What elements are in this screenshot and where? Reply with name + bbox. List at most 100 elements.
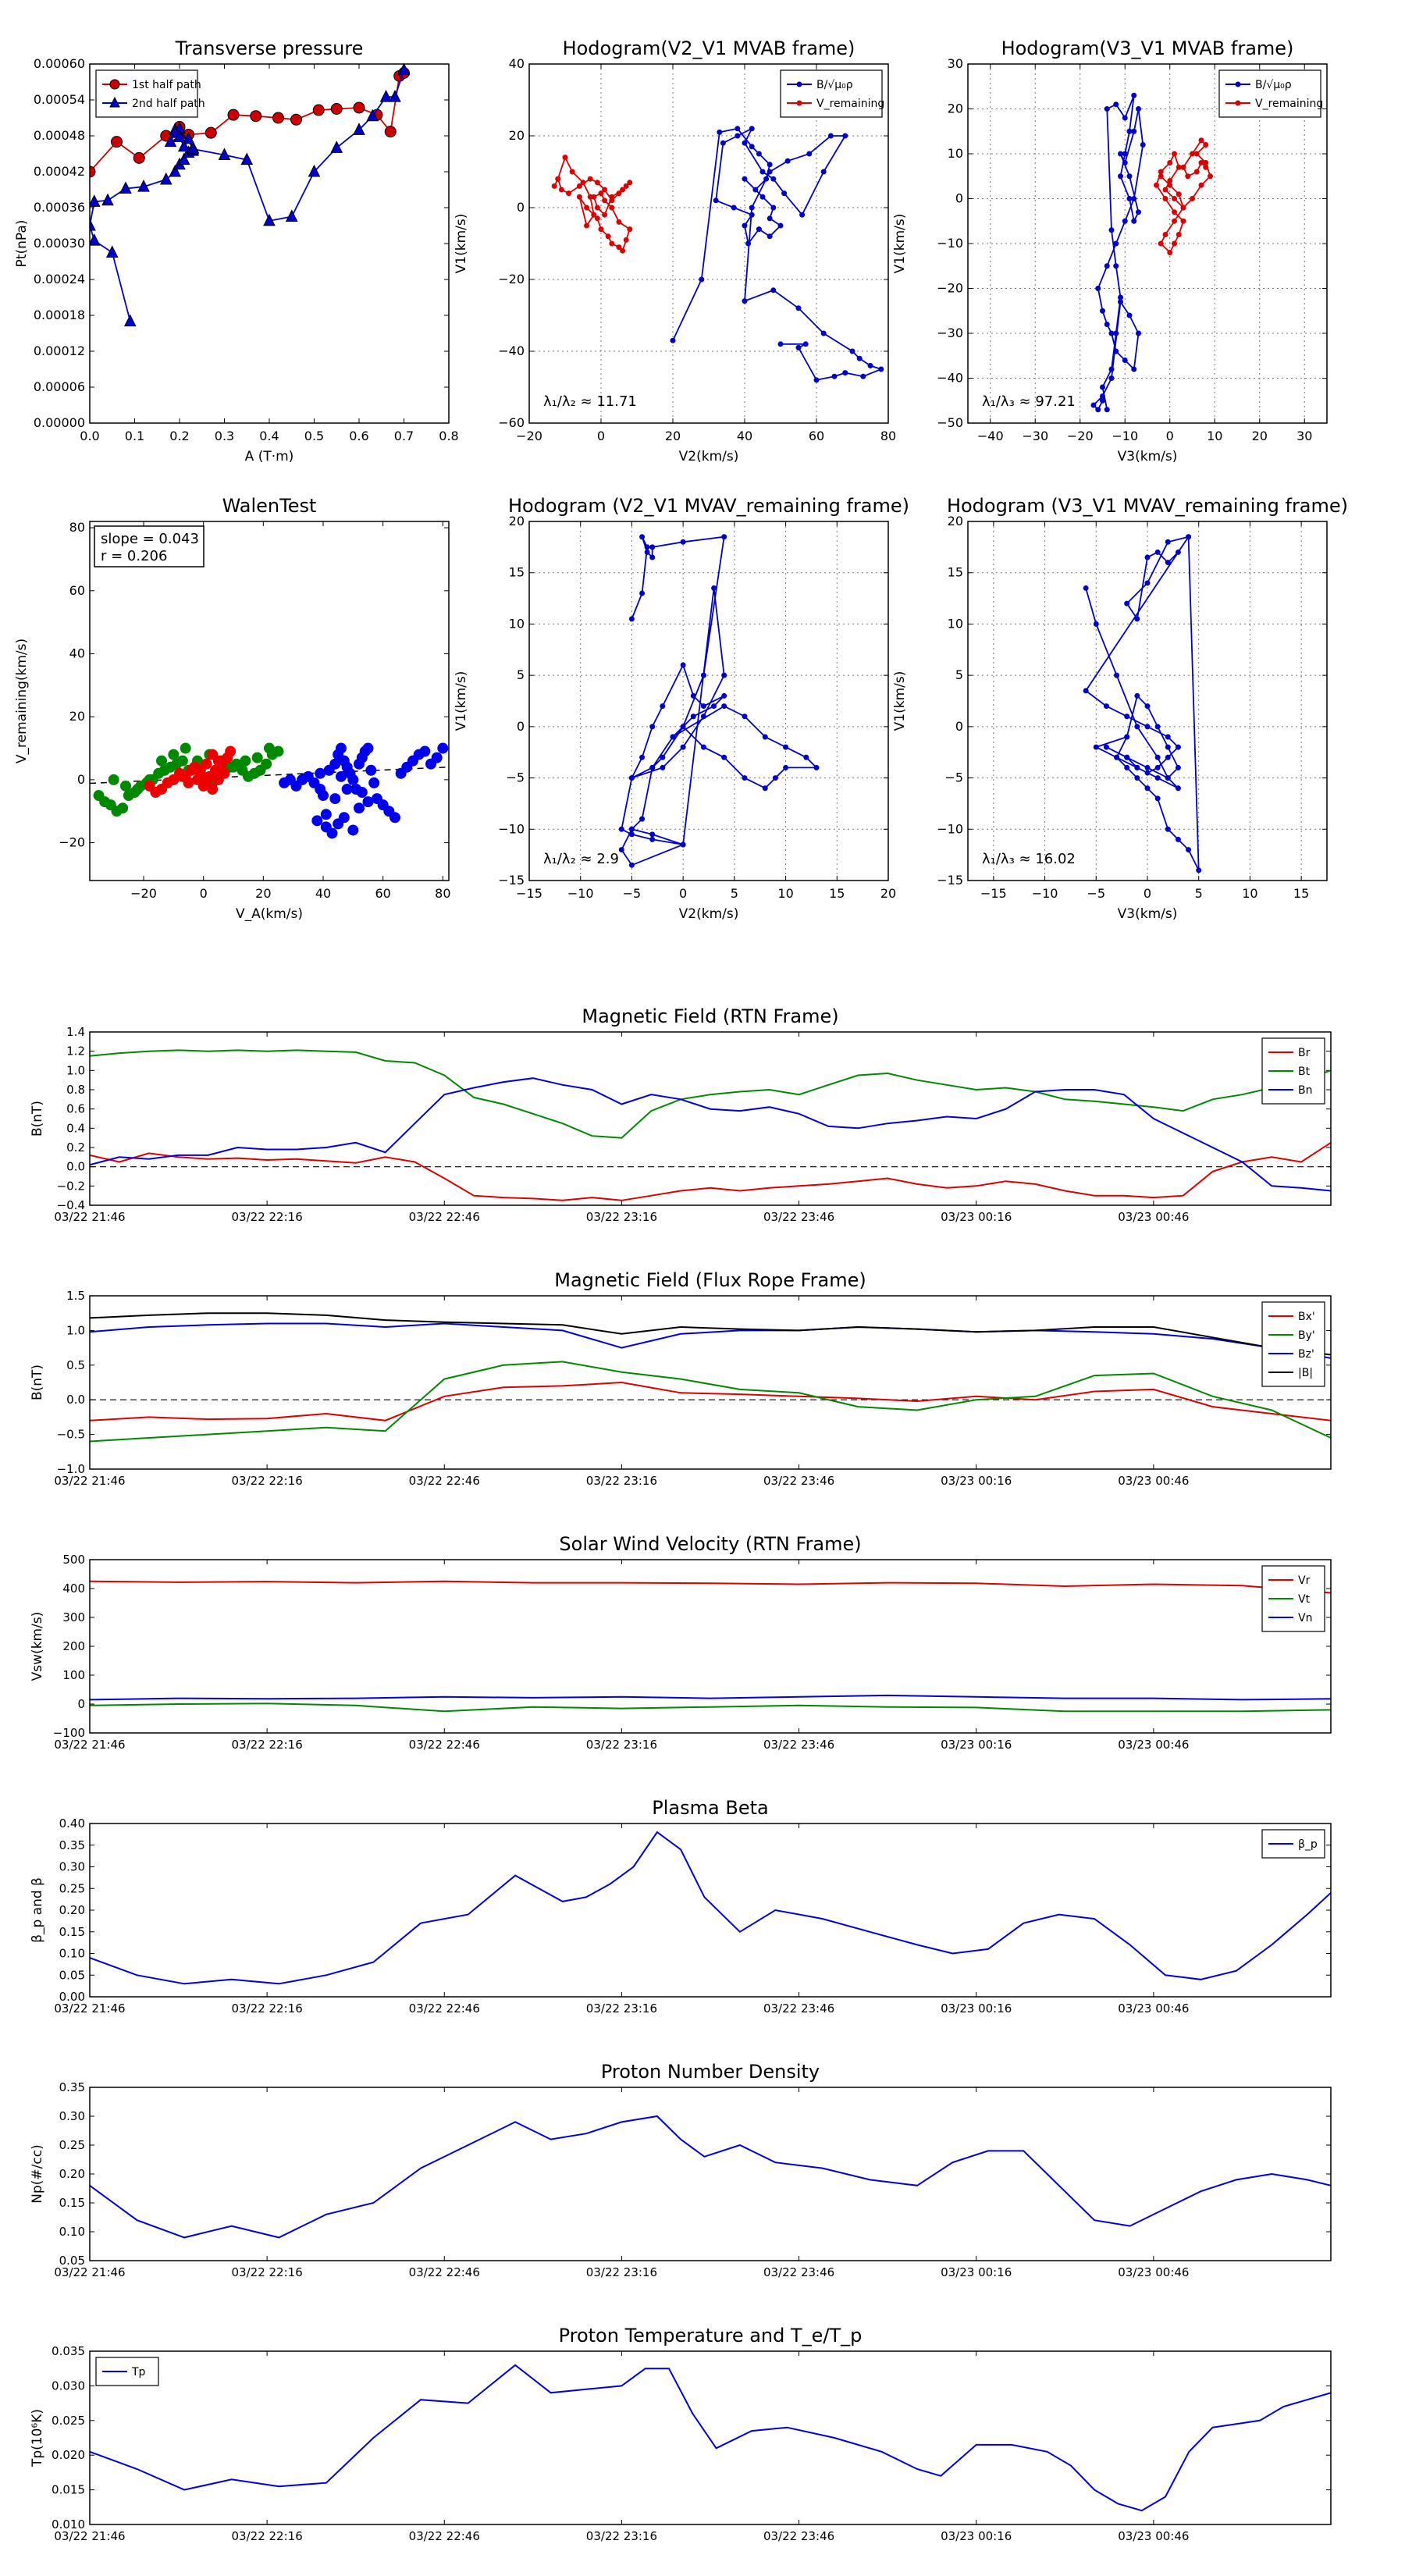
- data-point: [137, 180, 150, 192]
- data-point: [1175, 836, 1181, 842]
- legend-marker: [796, 100, 802, 106]
- legend-label: By': [1298, 1329, 1315, 1342]
- data-point: [759, 194, 766, 200]
- legend-marker: [1235, 100, 1241, 106]
- data-point: [762, 734, 768, 740]
- legend-label: Vr: [1298, 1574, 1311, 1587]
- data-point: [1093, 621, 1099, 627]
- x-tick-label: 03/23 00:46: [1118, 2265, 1189, 2279]
- data-point: [1134, 775, 1140, 781]
- x-tick-label: 20: [255, 886, 271, 901]
- y-tick-label: 0.00006: [34, 379, 85, 394]
- data-point: [1144, 703, 1151, 710]
- data-point: [1165, 744, 1171, 750]
- x-tick-label: 10: [1207, 429, 1222, 443]
- x-axis-label: V3(km/s): [1118, 449, 1178, 464]
- annotation-text: λ₁/λ₂ ≈ 11.71: [543, 393, 637, 410]
- x-tick-label: 03/22 22:16: [232, 1210, 303, 1224]
- data-point: [1190, 196, 1195, 201]
- data-point: [551, 183, 557, 189]
- data-point: [1196, 867, 1202, 873]
- data-point: [1131, 92, 1137, 98]
- chart-title: Magnetic Field (RTN Frame): [582, 1005, 838, 1027]
- x-tick-label: 0: [1166, 429, 1174, 443]
- data-point: [1193, 169, 1200, 175]
- y-tick-label: −0.2: [57, 1179, 85, 1193]
- data-point: [649, 836, 656, 842]
- data-point: [1180, 205, 1186, 211]
- data-point: [842, 133, 848, 139]
- x-tick-label: −10: [567, 886, 594, 901]
- data-point: [1122, 151, 1128, 157]
- axes-frame: [89, 1031, 1332, 1206]
- y-tick-label: 20: [69, 709, 85, 724]
- data-point: [1136, 330, 1141, 336]
- data-point: [1144, 580, 1151, 586]
- data-point: [272, 112, 284, 124]
- legend-label: V_remaining: [1255, 98, 1323, 110]
- data-point: [1175, 764, 1181, 770]
- data-point: [699, 276, 705, 283]
- y-tick-label: 0: [955, 191, 963, 206]
- data-point: [721, 754, 727, 760]
- data-point: [609, 240, 615, 247]
- data-point: [182, 131, 195, 144]
- mag-field-rtn-panel: −0.4 −0.2 0.0 0.2 0.4 0.6 0.8 1.0 1.2 1.4 03/22 21…: [30, 1005, 1332, 1224]
- legend-label: B/√μ₀ρ: [816, 79, 853, 91]
- data-point: [802, 341, 809, 347]
- data-point: [1134, 724, 1140, 730]
- x-tick-label: 03/22 23:46: [763, 2265, 834, 2279]
- data-point: [711, 585, 717, 591]
- series-line-b: [672, 126, 884, 381]
- data-point: [1165, 539, 1171, 545]
- scatter-point: [207, 749, 219, 760]
- data-point: [1203, 142, 1209, 148]
- data-point: [187, 141, 200, 155]
- data-point: [1104, 263, 1110, 269]
- scatter-point: [326, 827, 338, 839]
- data-point: [1122, 218, 1128, 224]
- data-point: [1131, 218, 1137, 224]
- y-tick-label: 1.2: [66, 1044, 85, 1059]
- legend-marker: [796, 81, 802, 87]
- y-axis-label: B(nT): [30, 1364, 45, 1400]
- data-point: [639, 590, 646, 596]
- data-point: [627, 226, 633, 233]
- plot-area: [90, 2115, 1331, 2239]
- y-tick-label: −20: [59, 835, 85, 850]
- data-point: [680, 539, 686, 545]
- y-tick-label: 0: [955, 719, 963, 734]
- x-tick-label: 03/22 23:16: [586, 1738, 657, 1752]
- scatter-point: [156, 755, 167, 767]
- legend-marker: [109, 79, 120, 90]
- proton-density-panel: 0.05 0.10 0.15 0.20 0.25 0.30 0.35 03/22 21:46 0…: [30, 2061, 1332, 2279]
- data-point: [566, 190, 572, 197]
- scatter-point: [362, 742, 374, 754]
- y-tick-label: 20: [509, 514, 525, 528]
- y-tick-label: 0.0: [66, 1393, 85, 1407]
- axes-frame: [528, 521, 889, 881]
- data-point: [1114, 672, 1120, 678]
- y-axis-label: B(nT): [30, 1101, 45, 1137]
- series-line-bt: [90, 1049, 1331, 1139]
- data-point: [1176, 164, 1182, 170]
- data-point: [1154, 764, 1161, 770]
- data-point: [1126, 128, 1133, 134]
- y-tick-label: −20: [498, 272, 525, 286]
- axes-frame: [89, 1823, 1332, 1998]
- data-point: [1131, 366, 1137, 372]
- series-line-s0: [90, 2115, 1331, 2239]
- scatter-point: [336, 742, 347, 754]
- scatter-point: [347, 774, 359, 785]
- data-point: [263, 213, 276, 226]
- data-point: [627, 180, 633, 186]
- y-tick-label: −40: [937, 371, 963, 386]
- hodogram-v3v1-mvab-panel: −50 −40 −30 −20 −10 0 10 20 30 −40 −30 −20 −10 0 10 20 3…: [892, 37, 1328, 464]
- data-point: [1090, 402, 1097, 408]
- data-point: [1165, 826, 1171, 832]
- data-point: [90, 233, 101, 246]
- x-tick-label: 03/22 21:46: [54, 1210, 125, 1224]
- data-point: [831, 373, 838, 379]
- data-point: [820, 330, 827, 336]
- data-point: [576, 194, 582, 200]
